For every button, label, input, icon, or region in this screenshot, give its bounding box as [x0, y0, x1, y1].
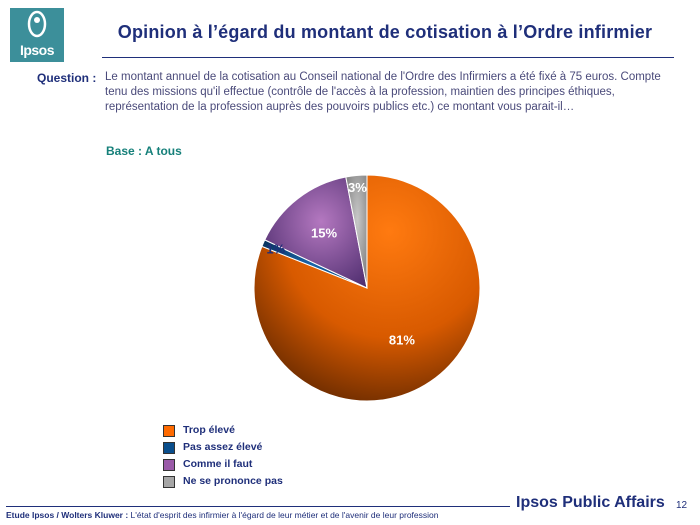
footer-study: Etude Ipsos / Wolters Kluwer :	[6, 510, 129, 520]
question-text: Le montant annuel de la cotisation au Co…	[105, 71, 661, 113]
footer-divider	[6, 506, 510, 507]
legend-swatch	[163, 476, 175, 488]
title-divider	[102, 57, 674, 58]
brand-name: Ipsos Public Affairs	[516, 494, 665, 511]
legend-swatch	[163, 425, 175, 437]
ipsos-logo-mark-icon	[27, 10, 47, 38]
data-label: 15%	[311, 226, 337, 241]
legend-label: Ne se prononce pas	[183, 475, 283, 487]
pie-slice	[345, 174, 368, 289]
footer-note: Etude Ipsos / Wolters Kluwer : L'état d'…	[6, 510, 438, 520]
legend-label: Trop élevé	[183, 424, 235, 436]
pie-slice	[264, 176, 368, 289]
question-label: Question :	[37, 71, 97, 85]
legend-swatch	[163, 459, 175, 471]
data-label: 1%	[266, 242, 285, 257]
page-number: 12	[676, 500, 688, 511]
logo-text: Ipsos	[19, 42, 55, 58]
data-label: 81%	[389, 332, 415, 347]
footer-description: L'état d'esprit des infirmier à l'égard …	[130, 510, 439, 520]
legend-swatch	[163, 442, 175, 454]
base-label: Base : A tous	[106, 144, 182, 158]
data-label: 3%	[348, 180, 367, 195]
legend-label: Pas assez élevé	[183, 441, 263, 453]
ipsos-logo: Ipsos	[10, 8, 64, 62]
page-title: Opinion à l’égard du montant de cotisati…	[117, 22, 653, 42]
legend-label: Comme il faut	[183, 458, 253, 470]
